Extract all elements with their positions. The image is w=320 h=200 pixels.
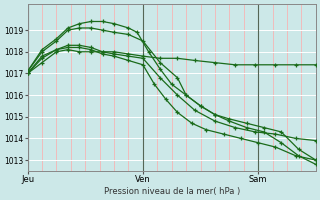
X-axis label: Pression niveau de la mer( hPa ): Pression niveau de la mer( hPa ) xyxy=(104,187,240,196)
